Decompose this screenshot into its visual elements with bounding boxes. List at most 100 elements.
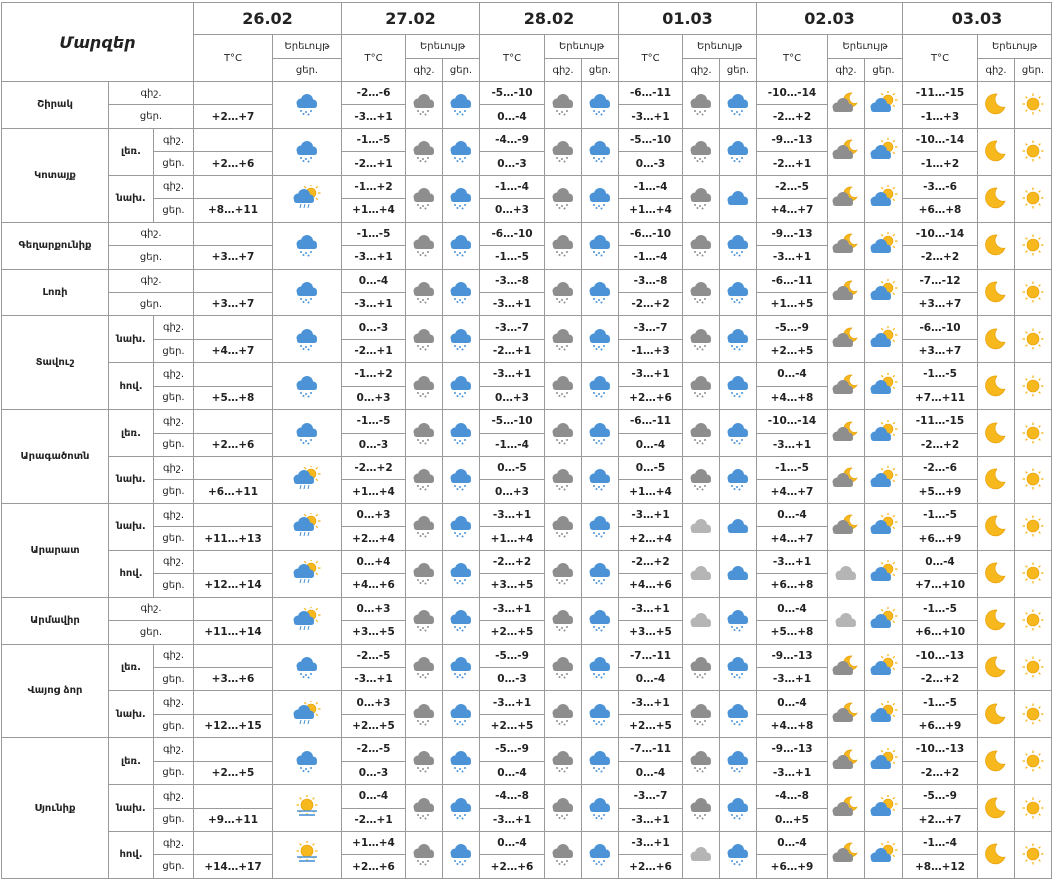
- weather-icon: [405, 268, 444, 317]
- icon: [835, 613, 857, 628]
- row: նախ. գիշ. 0…+3 -3…+1 -3…+1 0…-4 -1…-5: [2, 690, 1053, 739]
- time-label: գիշ.: [108, 221, 194, 247]
- weather-icon: [864, 737, 904, 786]
- temperature: +4…+6: [341, 573, 407, 598]
- temp-empty: [193, 502, 273, 528]
- temperature: +11…+14: [193, 620, 273, 645]
- weather-icon: [581, 81, 620, 129]
- temperature: -3…+1: [756, 760, 829, 786]
- temperature: +9…+11: [193, 807, 273, 833]
- zone-name: նախ.: [108, 174, 154, 223]
- temp-empty: [193, 784, 273, 809]
- time-label: գիշ.: [153, 784, 194, 809]
- zone-name: նախ.: [108, 456, 154, 504]
- temperature: +4…+7: [756, 479, 829, 504]
- weather-icon: [864, 221, 904, 270]
- temperature: +2…+6: [618, 854, 684, 879]
- weather-icon: [442, 784, 481, 832]
- temperature: -1…-4: [479, 174, 546, 200]
- temperature: -1…-4: [479, 432, 546, 458]
- row: ցեր. +4…+7 -2…+1 -2…+1 -1…+3 +2…+5 +3…+7: [2, 338, 1052, 364]
- weather-icon: [442, 315, 481, 364]
- temperature: -2…+2: [756, 104, 829, 129]
- temperature: -2…-6: [902, 455, 979, 481]
- weather-icon: [977, 737, 1016, 786]
- temperature: +4…+7: [756, 526, 829, 551]
- zone-name: լեռ.: [108, 643, 154, 692]
- weather-icon: [1014, 737, 1053, 786]
- row: ցեր. +14…+17 +2…+6 +2…+6 +2…+6 +6…+9 +8…+12: [2, 854, 1052, 879]
- weather-icon: [544, 409, 583, 457]
- temperature: -2…+2: [618, 291, 684, 317]
- temperature: 0…-4: [479, 760, 546, 786]
- weather-icon: [581, 831, 620, 879]
- weather-icon: [682, 784, 721, 832]
- temperature: -9…-13: [756, 737, 829, 762]
- icon: [832, 468, 858, 488]
- weather-icon: [544, 127, 583, 176]
- temperature: +12…+14: [193, 573, 273, 598]
- temperature: +3…+5: [479, 573, 546, 598]
- icon: [690, 281, 712, 304]
- temperature: -1…-5: [479, 245, 546, 270]
- temperature: -1…+3: [618, 338, 684, 364]
- temperature: -3…+1: [618, 830, 684, 856]
- weather-icon: [405, 127, 444, 176]
- weather-icon: [544, 690, 583, 739]
- icon: [450, 328, 472, 351]
- temperature: 0…-4: [341, 784, 407, 809]
- icon: [413, 94, 435, 116]
- icon: [450, 844, 472, 866]
- icon: [832, 233, 858, 254]
- icon: [727, 141, 749, 163]
- temperature: -2…+1: [479, 338, 546, 364]
- temperature: -2…+1: [341, 338, 407, 364]
- weather-icon: [442, 737, 481, 786]
- weather-icon: [1014, 409, 1053, 457]
- icon: [727, 844, 749, 866]
- time-label: ցեր.: [153, 526, 194, 551]
- weather-icon: [977, 596, 1016, 645]
- date: 27.02: [341, 2, 481, 35]
- weather-icon: [581, 596, 620, 645]
- weather-icon: [682, 690, 721, 739]
- row: նախ. գիշ. -2…+2 0…-5 0…-5 -1…-5 -2…-6: [2, 455, 1053, 504]
- temperature: -3…-8: [618, 268, 684, 293]
- icon: [727, 281, 749, 304]
- weather-icon: [271, 737, 343, 786]
- weather-icon: [864, 315, 904, 364]
- temperature: -3…-8: [479, 268, 546, 293]
- weather-icon: [271, 315, 343, 364]
- weather-icon: [977, 268, 1016, 317]
- temp-header: T°C: [193, 34, 273, 82]
- temperature: +1…+4: [618, 479, 684, 504]
- icon: [552, 797, 574, 820]
- temperature: +6…+8: [902, 198, 979, 223]
- temperature: +5…+9: [902, 479, 979, 504]
- phenomenon-header: Երեւույթ: [682, 34, 758, 59]
- weather-icon: [1014, 502, 1053, 551]
- time-label: ցեր.: [108, 291, 194, 317]
- temperature: -5…-9: [902, 784, 979, 809]
- time-label: գիշ.: [153, 362, 194, 387]
- icon: [832, 280, 858, 300]
- time-label: գիշ.: [153, 127, 194, 153]
- temp-empty: [193, 315, 273, 340]
- temperature: +6…+9: [902, 526, 979, 551]
- weather-icon: [442, 81, 481, 129]
- icon: [589, 703, 611, 726]
- temperature: -3…-7: [479, 315, 546, 340]
- temperature: 0…-4: [756, 362, 829, 387]
- icon: [690, 94, 712, 116]
- weather-icon: [827, 690, 866, 739]
- row: հով. գիշ. -1…+2 -3…+1 -3…+1 0…-4 -1…-5: [2, 362, 1053, 411]
- temperature: -3…+1: [618, 104, 684, 129]
- weather-icon: [827, 127, 866, 176]
- icon: [589, 797, 611, 820]
- temperature: -11…-15: [902, 80, 979, 106]
- temperature: +4…+7: [756, 198, 829, 223]
- temperature: +1…+4: [341, 479, 407, 504]
- weather-icon: [977, 409, 1016, 457]
- temp-header: T°C: [902, 34, 979, 82]
- weather-icon: [977, 174, 1016, 223]
